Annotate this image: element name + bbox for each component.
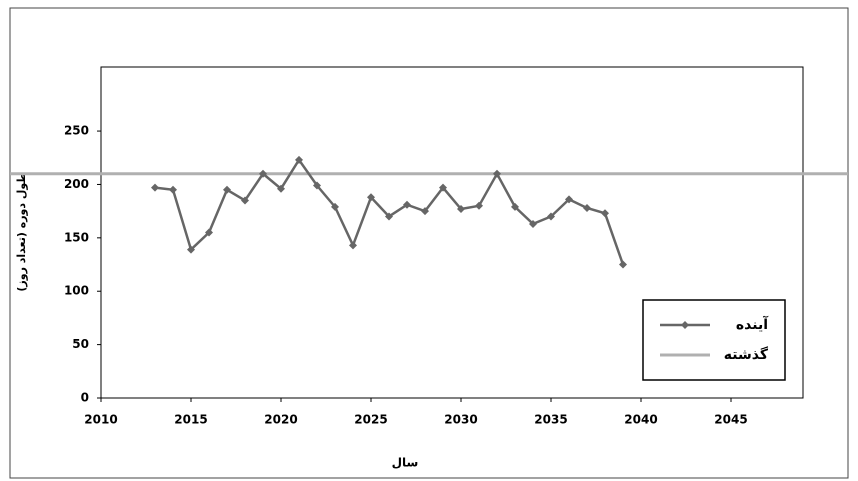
x-tick-label: 2045 [714, 413, 747, 427]
y-tick-label: 50 [72, 337, 89, 351]
x-tick-label: 2030 [444, 413, 477, 427]
y-tick-label: 100 [64, 284, 89, 298]
point [601, 209, 609, 217]
y-axis-label: طول دوره (تعداد روز) [15, 172, 28, 291]
x-tick-label: 2035 [534, 413, 567, 427]
frame [10, 8, 848, 478]
point [619, 261, 627, 269]
x-tick-label: 2040 [624, 413, 657, 427]
chart: سال طول دوره (تعداد روز) 0 50 100 150 200 250… [0, 0, 858, 481]
x-tick-label: 2010 [84, 413, 117, 427]
legend-label: گذشته [724, 346, 769, 363]
y-tick-label: 200 [64, 177, 89, 191]
y-tick-label: 150 [64, 230, 89, 244]
point [169, 186, 177, 194]
x-axis-label: سال [392, 456, 419, 470]
legend [643, 300, 785, 380]
point [583, 204, 591, 212]
point [151, 184, 159, 192]
legend-label: آینده [736, 315, 769, 333]
y-tick-label: 0 [81, 391, 89, 405]
x-tick-label: 2015 [174, 413, 207, 427]
series-line [155, 160, 623, 265]
x-tick-label: 2020 [264, 413, 297, 427]
y-tick-label: 250 [64, 124, 89, 138]
point [349, 241, 357, 249]
x-tick-label: 2025 [354, 413, 387, 427]
